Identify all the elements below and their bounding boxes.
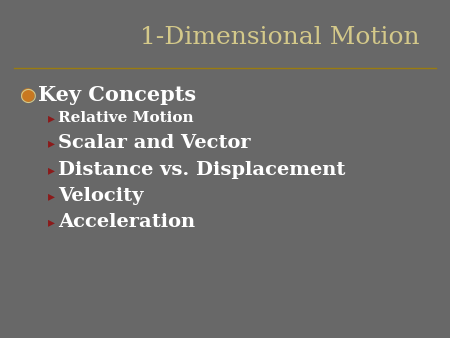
- Text: ▸: ▸: [48, 215, 55, 229]
- Text: 1-Dimensional Motion: 1-Dimensional Motion: [140, 26, 420, 49]
- Text: ▸: ▸: [48, 163, 55, 177]
- Text: Distance vs. Displacement: Distance vs. Displacement: [58, 161, 346, 179]
- Text: Key Concepts: Key Concepts: [38, 85, 196, 105]
- Text: Velocity: Velocity: [58, 187, 144, 205]
- Text: Relative Motion: Relative Motion: [58, 111, 194, 125]
- Text: ▸: ▸: [48, 136, 55, 150]
- Text: Scalar and Vector: Scalar and Vector: [58, 134, 251, 152]
- Text: Acceleration: Acceleration: [58, 213, 195, 231]
- Text: ●: ●: [20, 86, 36, 104]
- FancyBboxPatch shape: [4, 4, 446, 334]
- Text: ○: ○: [19, 86, 36, 104]
- Text: ▸: ▸: [48, 189, 55, 203]
- Text: ▸: ▸: [48, 111, 55, 125]
